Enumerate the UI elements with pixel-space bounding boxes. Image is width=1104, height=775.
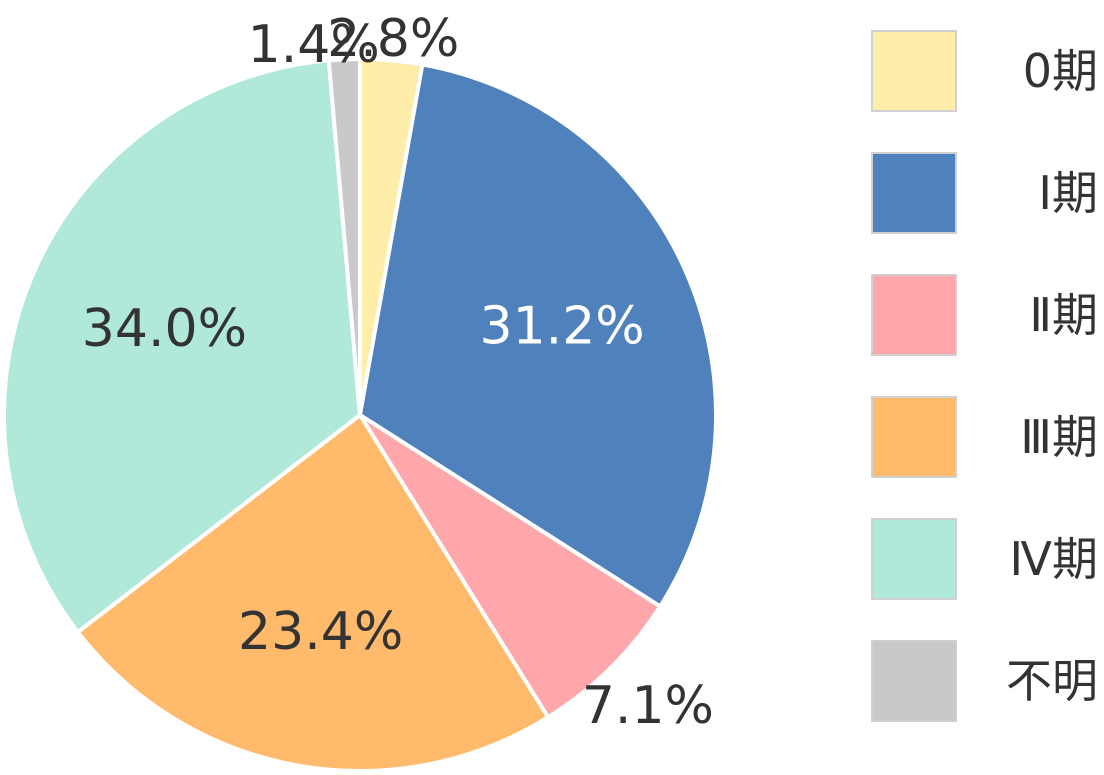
slice-value-label: 1.4%	[248, 15, 380, 75]
slice-labels: 2.8% 31.2% 7.1% 23.4% 34.0% 1.4%	[82, 9, 714, 736]
legend-label: Ⅲ期	[1020, 410, 1098, 464]
legend-label: Ⅰ期	[1038, 166, 1098, 220]
slice-value-label: 31.2%	[480, 296, 645, 356]
legend-label: Ⅳ期	[1010, 532, 1098, 586]
legend-swatch	[871, 152, 957, 234]
legend-swatch	[871, 518, 957, 600]
slice-value-label: 2.8%	[327, 9, 459, 69]
slice-value-label: 7.1%	[582, 676, 714, 736]
legend-swatch	[871, 274, 957, 356]
legend-label: 不明	[1006, 654, 1098, 708]
legend-label: 0期	[1023, 44, 1098, 98]
slice-value-label: 34.0%	[82, 299, 247, 359]
pie-slice	[2, 58, 362, 635]
pie-slice	[75, 413, 551, 773]
legend-swatch	[871, 396, 957, 478]
pie-slice	[326, 57, 362, 417]
slice-value-label: 23.4%	[238, 602, 403, 662]
pie-slice	[358, 413, 663, 720]
pie-slices	[2, 57, 718, 773]
legend-label: Ⅱ期	[1029, 288, 1098, 342]
legend-swatch	[871, 30, 957, 112]
legend-swatch	[871, 640, 957, 722]
